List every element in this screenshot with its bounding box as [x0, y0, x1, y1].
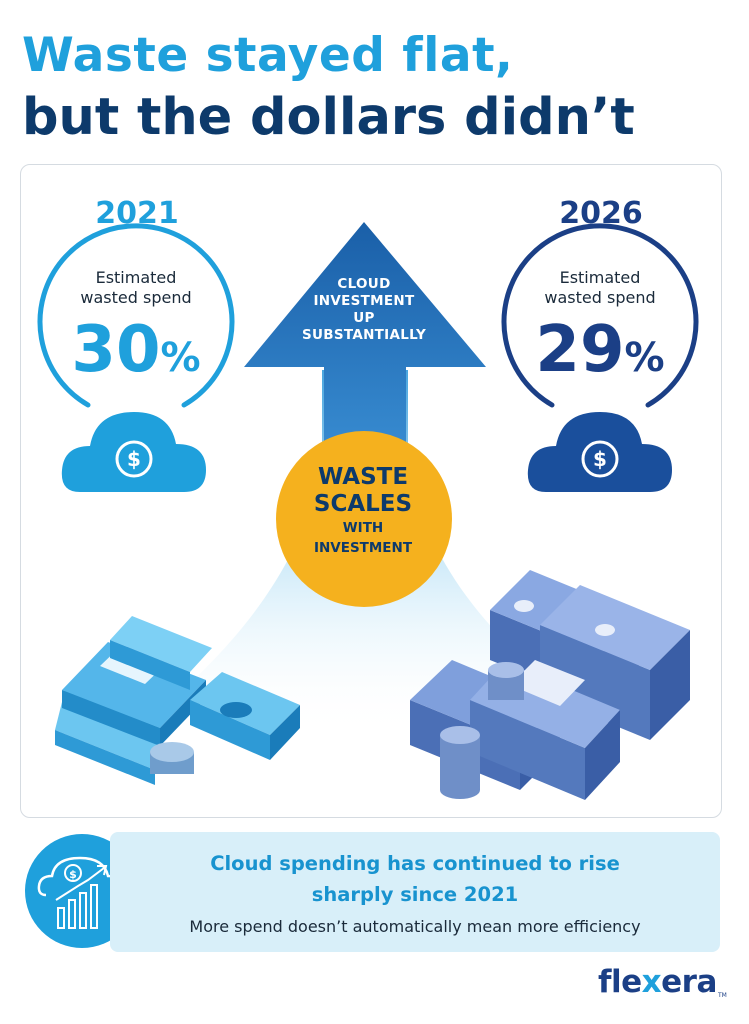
- logo-part-1: fle: [598, 964, 642, 1000]
- year-2021: 2021: [95, 196, 179, 231]
- waste-badge-line1: WASTE: [317, 464, 409, 490]
- svg-text:$: $: [593, 447, 607, 471]
- svg-text:$: $: [69, 868, 77, 881]
- footer-headline: Cloud spending has continued to rise sha…: [110, 848, 720, 910]
- estimated-label-2026: Estimated wasted spend: [525, 268, 675, 308]
- waste-percent-2026: 29%: [500, 318, 700, 382]
- arrow-label-line4: SUBSTANTIALLY: [301, 327, 427, 343]
- estimated-label-2021-line2: wasted spend: [80, 288, 192, 307]
- cloud-dollar-icon-2021: $: [61, 412, 207, 492]
- waste-percent-2021: 30%: [36, 318, 236, 382]
- footer-headline-line2: sharply since 2021: [311, 883, 519, 906]
- waste-percent-2021-value: 30: [71, 313, 161, 387]
- cash-stack-large-icon: [410, 570, 690, 800]
- waste-badge-label: WASTE SCALES WITH INVESTMENT: [273, 464, 453, 558]
- estimated-label-2021: Estimated wasted spend: [61, 268, 211, 308]
- arrow-label: CLOUD INVESTMENT UP SUBSTANTIALLY: [279, 276, 449, 344]
- estimated-label-2026-line2: wasted spend: [544, 288, 656, 307]
- headline-line-1: Waste stayed flat,: [22, 28, 514, 83]
- footer-subtext: More spend doesn’t automatically mean mo…: [189, 917, 641, 936]
- svg-text:$: $: [127, 447, 141, 471]
- arrow-label-line3: UP: [353, 310, 375, 326]
- cloud-dollar-icon-2026: $: [527, 412, 672, 492]
- cash-stack-small-icon: [55, 616, 300, 785]
- footer-callout: [110, 832, 720, 952]
- flexera-logo: flexera: [598, 964, 717, 1000]
- year-2026: 2026: [559, 196, 643, 231]
- waste-badge-line3: WITH: [342, 520, 384, 536]
- estimated-label-2026-line1: Estimated: [559, 268, 641, 287]
- investment-up-arrow: [244, 222, 486, 470]
- waste-badge-line2: SCALES: [313, 491, 413, 517]
- ring-2021: [37, 223, 235, 408]
- arrow-label-line2: INVESTMENT: [313, 293, 415, 309]
- headline-line-2: but the dollars didn’t: [22, 88, 635, 147]
- waste-percent-2026-unit: %: [624, 335, 665, 381]
- waste-badge-circle: [276, 431, 452, 607]
- ring-2026: [501, 223, 699, 408]
- logo-x: x: [641, 964, 662, 1000]
- footer-headline-line1: Cloud spending has continued to rise: [210, 852, 620, 875]
- waste-percent-2021-unit: %: [160, 335, 201, 381]
- arrow-label-line1: CLOUD: [337, 276, 391, 292]
- logo-part-2: era: [661, 964, 717, 1000]
- waste-percent-2026-value: 29: [535, 313, 625, 387]
- estimated-label-2021-line1: Estimated: [95, 268, 177, 287]
- trademark-mark: TM: [718, 992, 727, 999]
- waste-badge-line4: INVESTMENT: [313, 540, 413, 556]
